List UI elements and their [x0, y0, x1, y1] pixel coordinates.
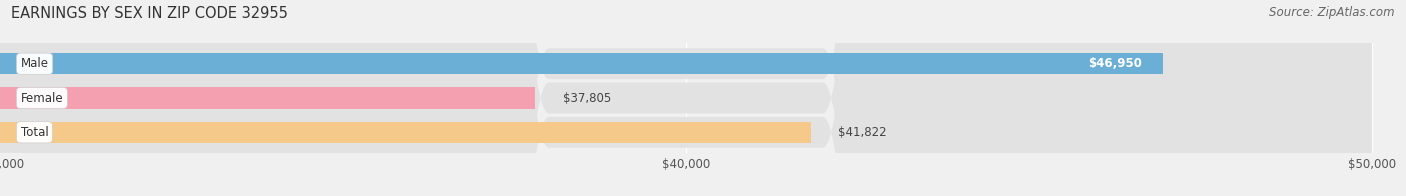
Bar — [0, 122, 811, 143]
Text: Source: ZipAtlas.com: Source: ZipAtlas.com — [1270, 6, 1395, 19]
Text: Female: Female — [21, 92, 63, 104]
Text: $41,822: $41,822 — [838, 126, 887, 139]
FancyBboxPatch shape — [0, 0, 1372, 196]
FancyBboxPatch shape — [0, 0, 1372, 196]
Bar — [0, 53, 1163, 74]
Bar — [0, 87, 536, 109]
Text: EARNINGS BY SEX IN ZIP CODE 32955: EARNINGS BY SEX IN ZIP CODE 32955 — [11, 6, 288, 21]
FancyBboxPatch shape — [0, 0, 1372, 196]
Text: $37,805: $37,805 — [562, 92, 612, 104]
Text: Total: Total — [21, 126, 48, 139]
Text: Male: Male — [21, 57, 49, 70]
Text: $46,950: $46,950 — [1088, 57, 1142, 70]
